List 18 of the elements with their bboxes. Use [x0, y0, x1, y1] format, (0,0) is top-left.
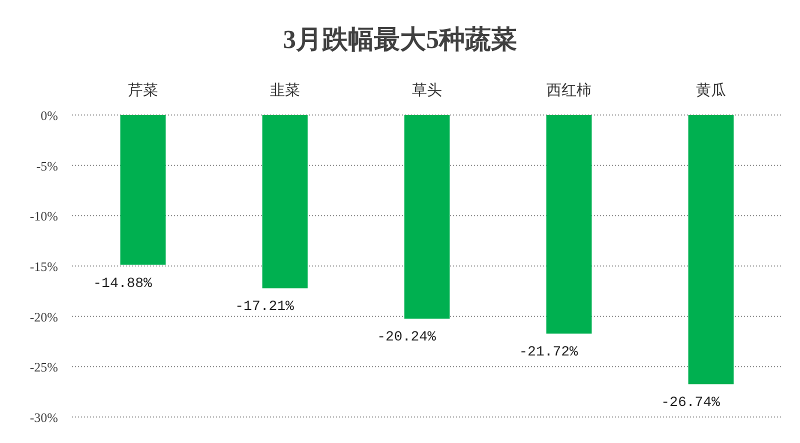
chart-title: 3月跌幅最大5种蔬菜 [283, 25, 517, 54]
y-tick-label: -5% [36, 158, 58, 174]
y-tick-label: 0% [40, 108, 58, 123]
y-tick-label: -15% [30, 259, 58, 274]
x-tick-label: 西红柿 [546, 82, 592, 99]
data-label: -14.88% [93, 276, 153, 292]
data-label: -26.74% [661, 395, 721, 412]
y-tick-label: -30% [30, 410, 58, 425]
y-tick-label: -20% [30, 309, 58, 324]
x-tick-label: 芹菜 [128, 82, 158, 99]
y-tick-label: -25% [30, 360, 58, 375]
x-tick-label: 黄瓜 [696, 82, 726, 99]
x-tick-label: 草头 [412, 82, 442, 99]
data-label: -20.24% [377, 330, 437, 346]
y-tick-label: -10% [30, 208, 58, 224]
data-label: -21.72% [519, 344, 579, 361]
x-tick-label: 韭菜 [270, 82, 300, 99]
data-label: -17.21% [235, 299, 295, 316]
